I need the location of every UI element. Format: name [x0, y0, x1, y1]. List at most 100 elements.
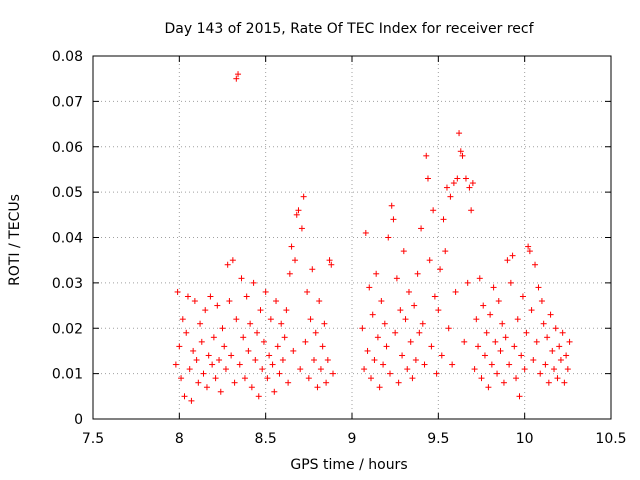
data-point	[418, 225, 425, 232]
data-point	[557, 357, 564, 364]
data-point	[549, 347, 556, 354]
data-point	[519, 293, 526, 300]
data-point	[285, 379, 292, 386]
data-point	[395, 379, 402, 386]
data-point	[371, 357, 378, 364]
data-point	[388, 202, 395, 209]
data-point	[481, 352, 488, 359]
data-point	[469, 180, 476, 187]
data-point	[309, 266, 316, 273]
data-point	[373, 270, 380, 277]
data-point	[381, 320, 388, 327]
x-tick-label: 10	[516, 431, 534, 447]
data-point	[197, 320, 204, 327]
data-point	[490, 284, 497, 291]
data-point	[184, 293, 191, 300]
data-point	[495, 298, 502, 305]
data-point	[241, 375, 248, 382]
data-point	[430, 207, 437, 214]
data-point	[198, 338, 205, 345]
data-point	[300, 193, 307, 200]
data-point	[461, 338, 468, 345]
y-tick-label: 0.08	[52, 49, 83, 65]
data-point	[457, 148, 464, 155]
data-point	[456, 130, 463, 137]
data-point	[255, 393, 262, 400]
data-point	[564, 366, 571, 373]
data-point	[421, 361, 428, 368]
data-point	[419, 320, 426, 327]
data-point	[545, 379, 552, 386]
data-point	[414, 270, 421, 277]
data-point	[424, 175, 431, 182]
x-tick-label: 8	[175, 431, 184, 447]
data-point	[276, 370, 283, 377]
data-point	[426, 257, 433, 264]
data-point	[435, 307, 442, 314]
data-point	[566, 338, 573, 345]
data-point	[369, 311, 376, 318]
data-point	[492, 338, 499, 345]
y-tick-label: 0.04	[52, 231, 83, 247]
data-point	[316, 298, 323, 305]
x-tick-label: 9	[348, 431, 357, 447]
data-point	[518, 352, 525, 359]
data-point	[507, 279, 514, 286]
data-point	[247, 320, 254, 327]
data-point	[191, 298, 198, 305]
data-point	[405, 288, 412, 295]
data-point	[178, 375, 185, 382]
data-point	[216, 357, 223, 364]
data-point	[176, 343, 183, 350]
data-point	[195, 379, 202, 386]
data-point	[366, 284, 373, 291]
data-point	[502, 334, 509, 341]
chart-title: Day 143 of 2015, Rate Of TEC Index for r…	[164, 21, 534, 37]
data-point	[464, 279, 471, 286]
data-point	[475, 343, 482, 350]
data-point	[409, 375, 416, 382]
data-point	[438, 352, 445, 359]
data-point	[305, 375, 312, 382]
data-point	[226, 298, 233, 305]
data-point	[290, 347, 297, 354]
data-point	[428, 343, 435, 350]
x-tick-label: 7.5	[82, 431, 104, 447]
data-point	[219, 325, 226, 332]
data-point	[509, 252, 516, 259]
data-point	[383, 343, 390, 350]
data-point	[559, 329, 566, 336]
data-point	[468, 207, 475, 214]
data-point	[367, 375, 374, 382]
data-point	[450, 180, 457, 187]
data-point	[314, 384, 321, 391]
data-point	[281, 334, 288, 341]
data-point	[302, 338, 309, 345]
data-point	[538, 298, 545, 305]
data-point	[252, 357, 259, 364]
data-point	[400, 248, 407, 255]
data-point	[397, 307, 404, 314]
data-point	[506, 361, 513, 368]
data-point	[547, 311, 554, 318]
data-point	[271, 388, 278, 395]
data-point	[411, 302, 418, 309]
data-point	[423, 152, 430, 159]
data-point	[238, 275, 245, 282]
data-point	[203, 384, 210, 391]
data-point	[172, 361, 179, 368]
data-point	[551, 366, 558, 373]
data-point	[447, 193, 454, 200]
data-point	[210, 334, 217, 341]
data-point	[537, 370, 544, 377]
data-point	[321, 320, 328, 327]
data-point	[200, 370, 207, 377]
data-point	[523, 329, 530, 336]
data-point	[257, 307, 264, 314]
data-point	[386, 370, 393, 377]
data-point	[260, 338, 267, 345]
y-tick-label: 0	[74, 412, 83, 428]
data-point	[521, 366, 528, 373]
